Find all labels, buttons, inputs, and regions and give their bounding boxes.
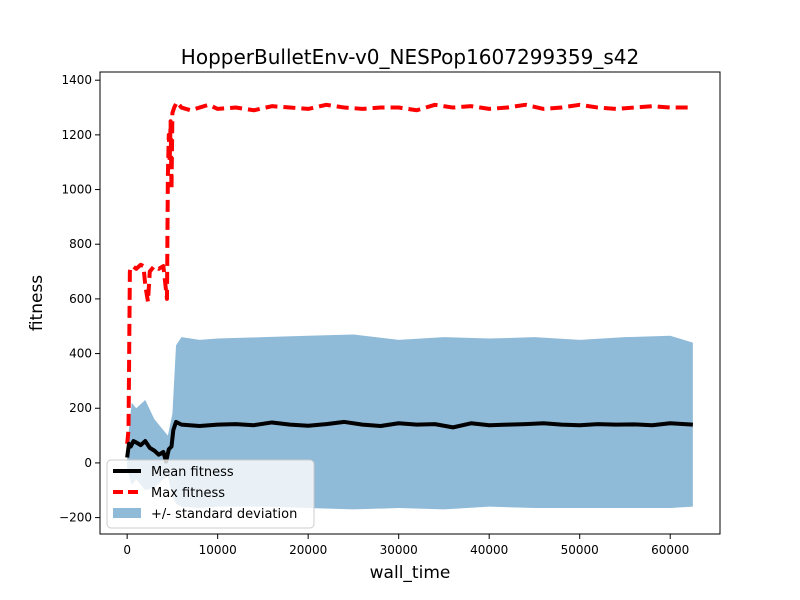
y-axis-ticks: −200 0 200 400 600 800 1000 1200 1400 [59,73,100,525]
x-tick-label: 40000 [470,543,508,557]
series-line-max [125,100,693,444]
y-tick-label: 800 [69,237,92,251]
plot-frame [99,71,721,535]
chart-title: HopperBulletEnv-v0_NESPop1607299359_s42 [181,45,639,69]
legend-swatch-std [113,508,141,518]
y-tick-label: 600 [69,292,92,306]
legend-label-max: Max fitness [151,486,225,501]
x-axis-title: wall_time [370,563,451,583]
y-axis-title: fitness [27,275,47,331]
y-tick-label: 1400 [61,73,92,87]
y-tick-label: 1200 [61,128,92,142]
legend: Mean fitness Max fitness +/- standard de… [106,459,315,529]
x-tick-label: 10000 [199,543,237,557]
x-tick-label: 50000 [561,543,599,557]
y-tick-label: 1000 [61,183,92,197]
legend-box [106,459,315,529]
x-tick-label: 0 [123,543,131,557]
y-tick-label: −200 [59,511,92,525]
x-tick-label: 20000 [289,543,327,557]
x-tick-label: 30000 [380,543,418,557]
legend-label-std: +/- standard deviation [151,507,297,522]
x-axis-ticks: 0 10000 20000 30000 40000 50000 60000 [123,534,689,557]
y-tick-label: 0 [84,456,92,470]
x-tick-label: 60000 [651,543,689,557]
series-layer [125,100,693,464]
series-line-mean [125,419,693,464]
legend-label-mean: Mean fitness [151,465,234,480]
y-tick-label: 400 [69,347,92,361]
y-tick-label: 200 [69,401,92,415]
